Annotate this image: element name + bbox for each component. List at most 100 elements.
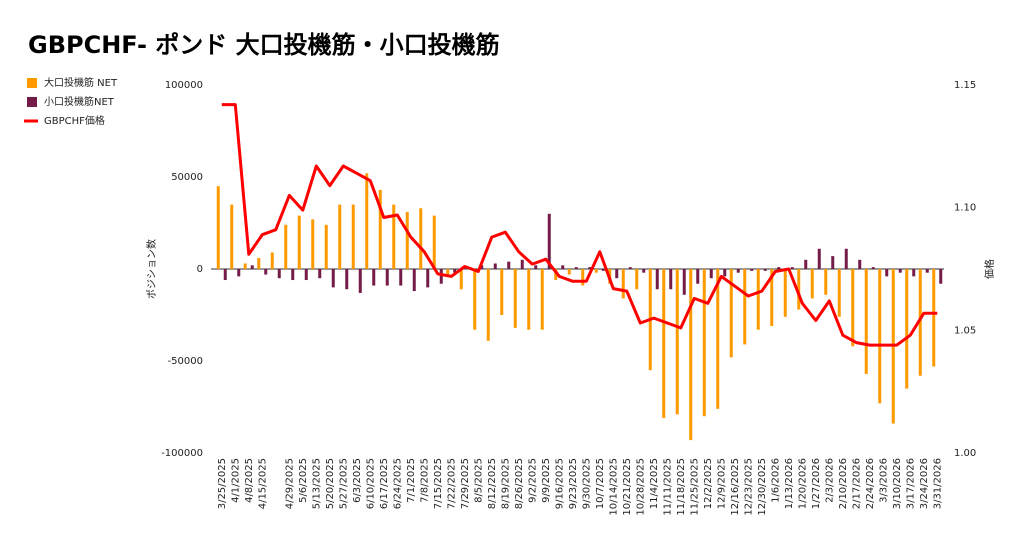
x-tick-label: 7/22/2025 <box>446 458 457 509</box>
bar <box>432 215 436 269</box>
bar <box>790 267 794 269</box>
bar <box>493 263 497 269</box>
bar <box>797 269 801 310</box>
x-tick-label: 7/15/2025 <box>433 458 444 509</box>
x-tick-label: 9/30/2025 <box>581 458 592 509</box>
bar <box>939 269 943 284</box>
bar <box>763 269 767 271</box>
x-tick-label: 10/14/2025 <box>608 458 619 516</box>
bar <box>581 269 585 286</box>
x-tick-label: 3/10/2026 <box>892 458 903 509</box>
bar <box>750 269 754 271</box>
bar <box>669 269 673 290</box>
bar <box>412 269 416 292</box>
x-tick-label: 8/12/2025 <box>487 458 498 509</box>
bar <box>878 269 882 404</box>
legend-swatch <box>27 97 37 107</box>
bar <box>810 269 814 299</box>
bar <box>770 269 774 327</box>
bar <box>473 269 477 330</box>
bar <box>621 269 625 299</box>
y2-tick-label: 1.15 <box>954 80 976 91</box>
x-tick-label: 5/13/2025 <box>311 458 322 509</box>
y-axis-label: ポジション数 <box>145 239 158 299</box>
bar <box>716 269 720 409</box>
x-tick-label: 12/16/2025 <box>730 458 741 516</box>
bar <box>554 269 558 281</box>
bar <box>831 256 835 269</box>
x-tick-label: 11/4/2025 <box>649 458 660 509</box>
bar <box>223 269 227 281</box>
y-tick-label: 50000 <box>171 172 203 183</box>
x-tick-label: 12/2/2025 <box>703 458 714 509</box>
x-tick-label: 11/25/2025 <box>689 458 700 516</box>
x-tick-label: 1/27/2026 <box>811 458 822 509</box>
x-tick-label: 6/24/2025 <box>392 458 403 509</box>
bar <box>453 269 457 273</box>
y-tick-label: 0 <box>197 264 203 275</box>
bar <box>918 269 922 376</box>
bar <box>601 269 605 271</box>
x-tick-label: 5/27/2025 <box>338 458 349 509</box>
x-tick-label: 5/20/2025 <box>325 458 336 509</box>
x-tick-label: 5/6/2025 <box>298 458 309 503</box>
x-tick-label: 12/23/2025 <box>743 458 754 516</box>
x-tick-label: 2/17/2026 <box>851 458 862 509</box>
x-tick-label: 8/5/2025 <box>473 458 484 503</box>
x-tick-label: 1/13/2026 <box>784 458 795 509</box>
x-tick-label: 6/10/2025 <box>365 458 376 509</box>
bar <box>723 269 727 277</box>
bar <box>392 204 396 269</box>
bar <box>729 269 733 358</box>
legend-label: GBPCHF価格 <box>44 114 105 127</box>
bar <box>527 269 531 330</box>
bar <box>628 267 632 269</box>
bar <box>871 267 875 269</box>
x-tick-label: 7/8/2025 <box>419 458 430 503</box>
bar <box>588 267 592 269</box>
bar <box>736 269 740 273</box>
bar <box>689 269 693 441</box>
bar <box>817 248 821 269</box>
bar <box>291 269 295 281</box>
bar <box>932 269 936 367</box>
bar <box>709 269 713 279</box>
legend-swatch <box>27 78 37 88</box>
bar <box>702 269 706 417</box>
bar <box>824 269 828 295</box>
bar <box>324 224 328 269</box>
x-tick-label: 4/8/2025 <box>244 458 255 503</box>
x-tick-label: 4/15/2025 <box>257 458 268 509</box>
x-tick-label: 4/1/2025 <box>230 458 241 503</box>
x-tick-label: 2/10/2026 <box>838 458 849 509</box>
legend-label: 大口投機筋 NET <box>44 76 118 89</box>
bar <box>756 269 760 330</box>
bar <box>675 269 679 415</box>
bar <box>243 263 247 269</box>
x-tick-label: 9/9/2025 <box>541 458 552 503</box>
bar <box>696 269 700 284</box>
y2-axis-label: 価格 <box>983 259 996 279</box>
x-tick-label: 6/3/2025 <box>352 458 363 503</box>
bar <box>912 269 916 277</box>
bar <box>837 269 841 317</box>
bar <box>446 269 450 275</box>
bar <box>358 269 362 293</box>
bar <box>311 219 315 269</box>
x-tick-label: 9/23/2025 <box>568 458 579 509</box>
x-tick-label: 8/19/2025 <box>500 458 511 509</box>
bar <box>365 173 369 269</box>
bar <box>500 269 504 315</box>
y2-tick-label: 1.10 <box>954 203 976 214</box>
bar <box>318 269 322 279</box>
bar <box>270 252 274 269</box>
x-tick-label: 3/31/2026 <box>932 458 943 509</box>
bar <box>480 265 484 269</box>
x-tick-label: 12/9/2025 <box>716 458 727 509</box>
bar <box>520 259 524 269</box>
bar <box>777 267 781 269</box>
x-tick-label: 8/26/2025 <box>514 458 525 509</box>
legend-label: 小口投機筋NET <box>44 95 115 108</box>
bar <box>561 265 565 269</box>
bar <box>574 267 578 269</box>
